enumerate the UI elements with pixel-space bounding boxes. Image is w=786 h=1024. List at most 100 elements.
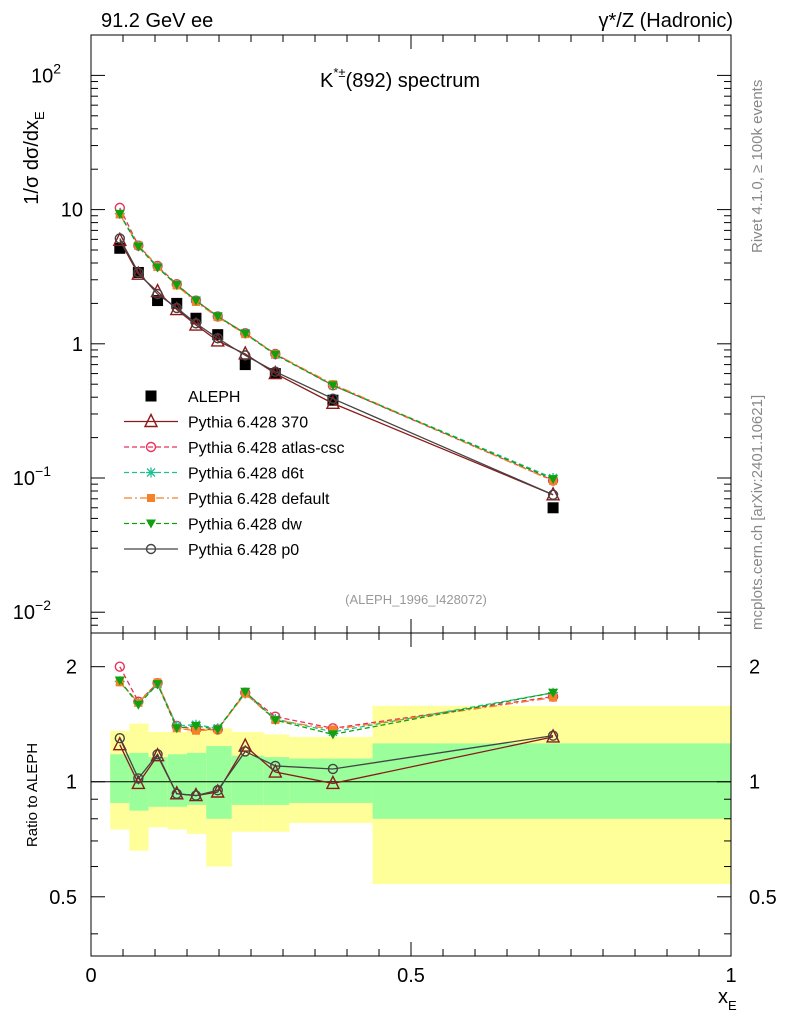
x-tick-label: 1 [725, 965, 736, 987]
series-pythia-6-428-p0-ratio-point [171, 788, 182, 799]
x-tick-label: 0 [85, 965, 96, 987]
band-inner [187, 752, 207, 805]
y-axis-label-main: 1/σ dσ/dxE [21, 111, 47, 205]
legend-entry-pythia-6-428-default-label: Pythia 6.428 default [188, 491, 330, 508]
series-pythia-6-428-370-point [188, 316, 204, 331]
data-point-aleph [239, 359, 251, 371]
series-pythia-6-428-p0-ratio-point [547, 730, 559, 741]
legend-entry-pythia-6-428-default-marker [147, 494, 155, 502]
band-inner [110, 754, 130, 803]
series-pythia-6-428-dw-ratio-point [133, 700, 144, 710]
series-pythia-6-428-p0-point [547, 489, 559, 500]
series-pythia-6-428-p0-ratio-point [327, 763, 339, 775]
series-pythia-6-428-dw-ratio-point [171, 724, 182, 734]
series-pythia-6-428-p0-point [171, 302, 182, 314]
uncertainty-bands [110, 705, 731, 885]
series-pythia-6-428-p0-point [190, 318, 202, 329]
header-process: γ*/Z (Hadronic) [599, 10, 733, 32]
series-pythia-6-428-370-point [112, 231, 127, 247]
series-pythia-6-428-dw-point [152, 263, 163, 273]
band-inner [372, 743, 731, 819]
series-pythia-6-428-p0-point [152, 288, 163, 300]
series-pythia-6-428-dw-point [114, 209, 125, 219]
series-pythia-6-428-dw-ratio-point [212, 725, 223, 735]
series-pythia-6-428-dw-point [190, 296, 201, 306]
y-axis-label-ratio: Ratio to ALEPH [24, 743, 41, 847]
series-pythia-6-428-p0-point [327, 393, 339, 404]
series-pythia-6-428-p0-ratio-point [114, 732, 126, 744]
legend: ALEPH Pythia 6.428 370 Pythia 6.428 atlas-… [124, 389, 345, 559]
series-pythia-6-428-p0-point [114, 233, 126, 244]
series-pythia-6-428-p0-ratio-point [212, 785, 223, 796]
series-pythia-6-428-d6t-ratio-line [119, 681, 554, 733]
series-pythia-6-428-p0-ratio-point [190, 790, 202, 801]
legend-entry-pythia-6-428-p0-marker [145, 543, 157, 555]
series-pythia-6-428-370-ratio-point [325, 774, 341, 790]
series-pythia-6-428-dw-point [171, 280, 182, 290]
header-energy: 91.2 GeV ee [101, 10, 213, 32]
series-pythia-6-428-atlas-csc-ratio-line [119, 666, 554, 731]
series-pythia-6-428-p0-ratio-point [133, 773, 144, 784]
series-pythia-6-428-dw-point [212, 312, 223, 322]
main-plot-frame [90, 34, 732, 634]
series-pythia-6-428-dw-point [327, 381, 338, 391]
series-pythia-6-428-370-ratio-line [119, 736, 554, 797]
ratio-y-tick-label-right: 1 [749, 772, 760, 794]
ratio-y-tick-label: 1 [66, 772, 77, 794]
series-pythia-6-428-default-ratio-point [328, 725, 337, 734]
series-pythia-6-428-dw-ratio-point [240, 687, 251, 697]
series-pythia-6-428-d6t-line [119, 213, 554, 479]
x-axis-label: xE [718, 986, 737, 1013]
series-pythia-6-428-370-ratio-point [150, 747, 165, 762]
series-pythia-6-428-dw-ratio-point [548, 688, 559, 698]
series-pythia-6-428-p0-line [119, 238, 554, 496]
series-pythia-6-428-dw-ratio-point [152, 680, 163, 690]
ratio-y-tick-label-right: 0.5 [749, 887, 777, 909]
legend-entry-aleph-marker [145, 390, 157, 402]
series-pythia-6-428-dw-line [119, 213, 554, 480]
data-point-aleph [327, 394, 339, 406]
axis-ticks: 0 0.5 1 102 10 1 10−1 10−2 2 2 1 1 0.5 0.5 [13, 34, 777, 987]
series-pythia-6-428-dw-point [240, 329, 251, 339]
legend-entry-aleph-label: ALEPH [188, 389, 240, 406]
series-pythia-6-428-p0-point [133, 267, 144, 278]
rivet-version-note: Rivet 4.1.0, ≥ 100k events [749, 80, 766, 253]
y-tick-label: 1 [72, 334, 83, 356]
data-point-aleph [547, 502, 559, 514]
analysis-id: (ALEPH_1996_I428072) [345, 592, 487, 607]
series-pythia-6-428-dw-point [270, 350, 281, 360]
legend-entry-pythia-6-428-370-marker [143, 412, 159, 428]
series-pythia-6-428-370-point [131, 265, 146, 280]
x-tick-label: 0.5 [397, 965, 425, 987]
series-pythia-6-428-370-point [169, 300, 184, 316]
band-inner [206, 746, 232, 819]
series-pythia-6-428-p0-ratio-line [119, 735, 554, 797]
series-pythia-6-428-atlas-csc-ratio-point [114, 661, 126, 672]
series-pythia-6-428-p0-point [270, 366, 281, 377]
series-pythia-6-428-default-ratio-line [119, 681, 554, 732]
y-tick-label: 102 [31, 60, 61, 87]
data-point-aleph [152, 295, 164, 307]
series-pythia-6-428-dw-ratio-point [190, 721, 201, 731]
ratio-y-tick-label: 0.5 [49, 887, 77, 909]
series-pythia-6-428-dw-ratio-point [114, 676, 125, 686]
series-pythia-6-428-p0-ratio-point [152, 749, 163, 760]
y-tick-label: 10−1 [13, 463, 51, 490]
legend-entry-pythia-6-428-atlas-csc-marker [145, 441, 157, 453]
series-pythia-6-428-dw-ratio-point [327, 730, 338, 740]
series-pythia-6-428-370-ratio-point [268, 763, 283, 778]
y-tick-label: 10 [61, 200, 83, 222]
ratio-y-tick-label: 2 [66, 657, 77, 679]
y-tick-label: 10−2 [13, 597, 51, 624]
series-pythia-6-428-p0-point [240, 350, 251, 361]
series-pythia-6-428-dw-point [548, 475, 559, 485]
series-pythia-6-428-p0-ratio-point [270, 760, 281, 772]
chart-title: K*±(892) spectrum [320, 65, 480, 92]
ratio-y-tick-label-right: 2 [749, 657, 760, 679]
band-inner [263, 757, 290, 805]
legend-entry-pythia-6-428-dw-marker [146, 519, 156, 529]
legend-entry-pythia-6-428-d6t-label: Pythia 6.428 d6t [188, 466, 304, 483]
legend-entry-pythia-6-428-370-label: Pythia 6.428 370 [188, 415, 308, 432]
series-pythia-6-428-dw-ratio-line [119, 680, 554, 736]
